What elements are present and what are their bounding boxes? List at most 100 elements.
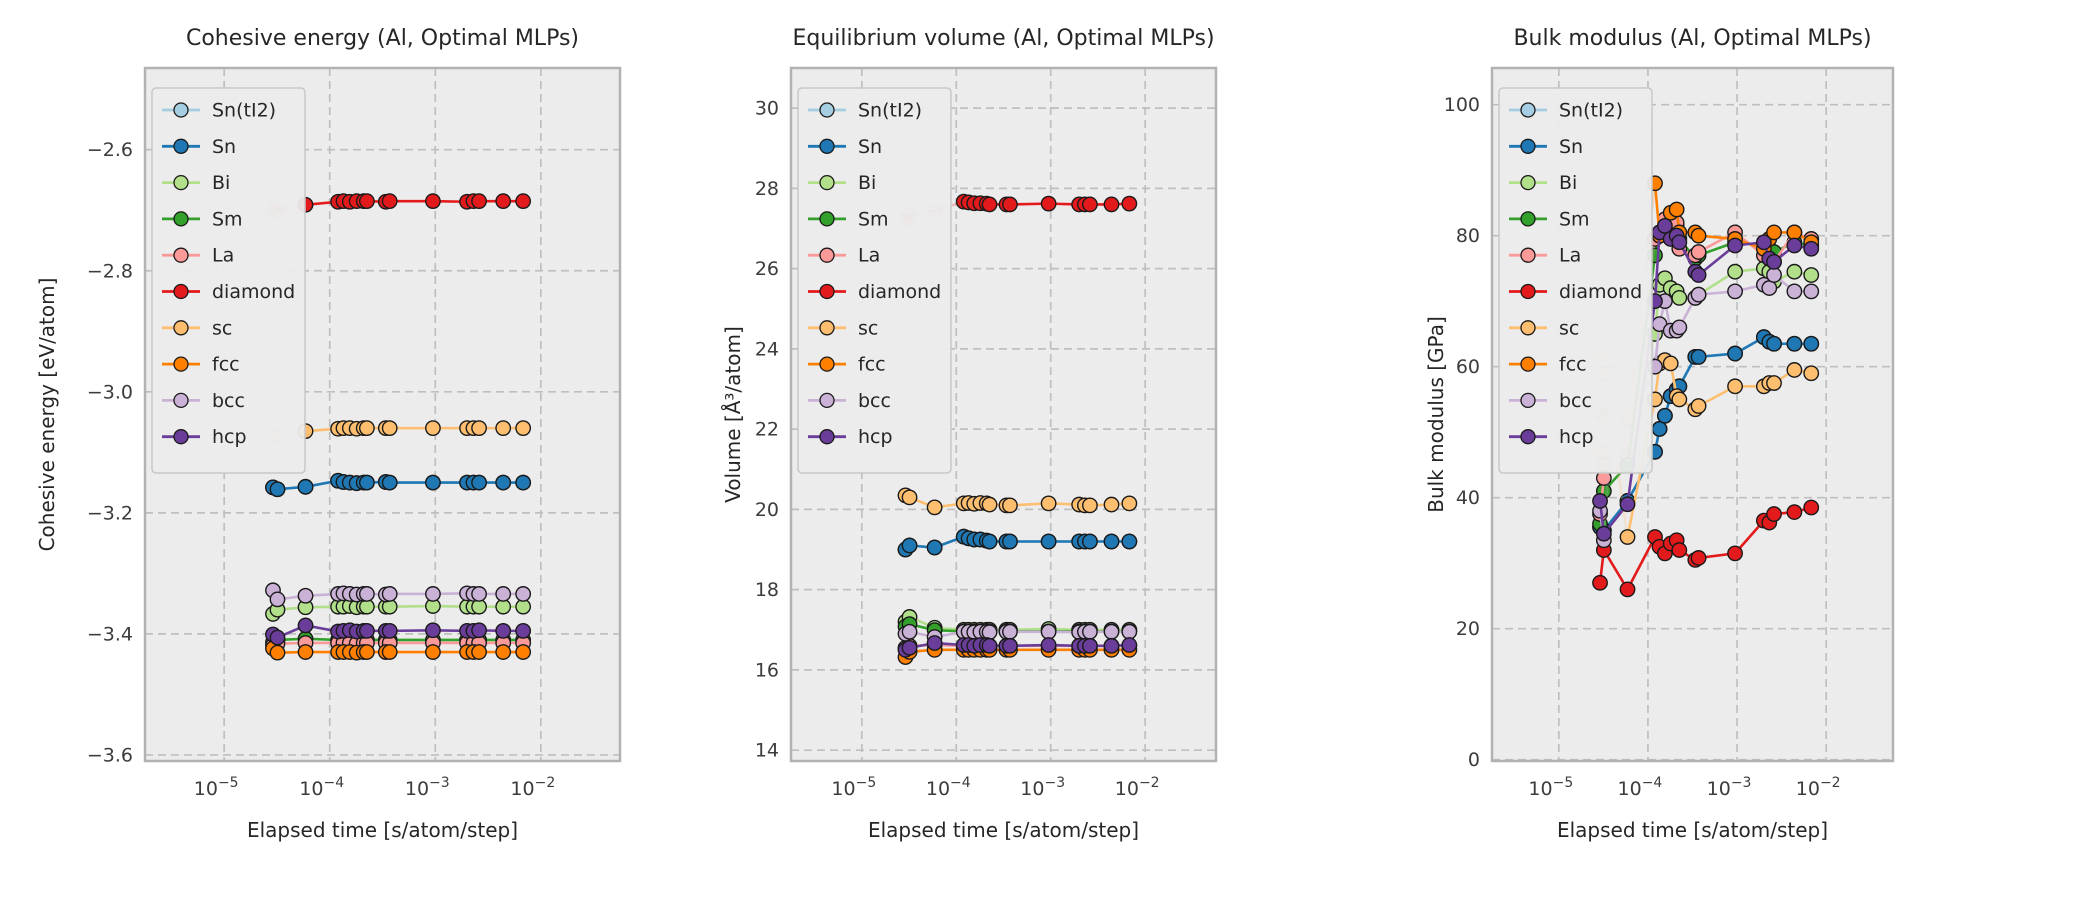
data-point-fcc — [381, 644, 398, 660]
data-point-sc — [425, 420, 441, 437]
data-point-bcc — [981, 624, 998, 641]
data-point-bcc — [1121, 623, 1138, 640]
data-point-diamond — [1727, 545, 1743, 562]
data-point-hcp — [1786, 237, 1803, 254]
data-point-sc — [1786, 362, 1803, 378]
legend-marker-icon — [819, 392, 835, 409]
data-point-sc — [901, 489, 918, 506]
legend-marker-icon — [819, 429, 835, 445]
legend-marker-icon — [173, 429, 189, 445]
data-point-diamond — [1786, 504, 1803, 520]
legend-label: Sn(tI2) — [1559, 100, 1623, 122]
legend-item-Sn: Sn — [1509, 136, 1583, 158]
x-tick-label: 10−5 — [1528, 775, 1573, 800]
data-point-fcc — [358, 644, 375, 660]
chart-title: Cohesive energy (Al, Optimal MLPs) — [186, 26, 579, 51]
data-point-Sn — [297, 478, 314, 495]
legend-item-La: La — [808, 245, 880, 267]
chart-title: Equilibrium volume (Al, Optimal MLPs) — [792, 26, 1214, 51]
y-tick-label: 28 — [755, 178, 779, 200]
legend-marker-icon — [1520, 247, 1536, 263]
legend-label: Sn — [858, 136, 882, 158]
data-point-bcc — [1690, 286, 1707, 303]
x-tick-label: 10−3 — [405, 775, 450, 800]
legend-label: bcc — [1559, 390, 1592, 412]
data-point-sc — [1803, 365, 1820, 382]
data-point-bcc — [1040, 623, 1057, 640]
data-point-Sn — [1657, 407, 1673, 424]
legend-marker-icon — [1520, 211, 1536, 227]
data-point-sc — [1662, 355, 1679, 372]
legend-marker-icon — [173, 102, 189, 118]
data-point-hcp — [1766, 253, 1782, 270]
data-point-diamond — [515, 193, 532, 210]
legend-item-Sn: Sn — [808, 136, 882, 158]
data-point-sc — [1671, 391, 1688, 408]
data-point-bcc — [471, 586, 487, 602]
legend-marker-icon — [173, 392, 189, 409]
y-axis-label: Cohesive energy [eV/atom] — [35, 278, 59, 552]
legend-item-Sm: Sm — [162, 208, 243, 230]
data-point-Sn — [425, 474, 441, 491]
legend-item-hcp: hcp — [162, 426, 247, 448]
legend-marker-icon — [819, 247, 835, 263]
y-tick-label: 14 — [755, 740, 779, 762]
data-point-sc — [1002, 497, 1018, 514]
data-point-hcp — [1040, 637, 1057, 653]
legend-item-Sn: Sn — [162, 136, 236, 158]
x-tick-label: 10−4 — [1618, 775, 1663, 800]
data-point-fcc — [1766, 224, 1782, 241]
legend-marker-icon — [819, 138, 835, 154]
data-point-Bi — [1786, 263, 1803, 280]
data-point-Sn — [1103, 533, 1120, 550]
data-point-hcp — [1121, 637, 1138, 653]
legend-marker-icon — [819, 102, 835, 118]
legend-label: sc — [858, 317, 878, 339]
data-point-Sn — [471, 474, 487, 491]
y-tick-label: 80 — [1456, 225, 1480, 247]
y-tick-label: 100 — [1444, 94, 1480, 116]
data-point-Sn — [1040, 533, 1057, 550]
data-point-sc — [358, 420, 375, 437]
y-tick-label: 26 — [755, 258, 779, 280]
data-point-fcc — [1786, 224, 1803, 241]
series-bcc — [897, 623, 1138, 645]
legend-label: Sn(tI2) — [212, 100, 276, 122]
legend-label: hcp — [858, 426, 893, 448]
data-point-hcp — [381, 622, 398, 639]
series-hcp — [265, 617, 532, 646]
data-point-bcc — [1803, 283, 1820, 300]
data-point-diamond — [471, 193, 487, 210]
data-point-fcc — [1668, 201, 1685, 218]
legend-marker-icon — [173, 320, 189, 336]
y-tick-label: 30 — [755, 98, 779, 120]
data-point-Sn — [901, 537, 918, 554]
legend-label: Sm — [858, 208, 889, 230]
legend-item-diamond: diamond — [1509, 281, 1642, 303]
data-point-diamond — [1803, 499, 1820, 516]
data-point-Sn — [1727, 345, 1743, 362]
chart-title: Bulk modulus (Al, Optimal MLPs) — [1513, 26, 1871, 51]
data-point-fcc — [1690, 227, 1707, 244]
legend-marker-icon — [1520, 138, 1536, 154]
data-point-diamond — [1103, 196, 1120, 213]
legend-label: sc — [212, 317, 232, 339]
legend-box — [797, 87, 952, 474]
data-point-bcc — [515, 586, 532, 602]
data-point-diamond — [1671, 542, 1688, 558]
legend-marker-icon — [819, 283, 835, 300]
data-point-bcc — [297, 587, 314, 604]
x-tick-label: 10−4 — [926, 775, 971, 800]
y-tick-label: −3.0 — [87, 381, 133, 403]
y-tick-label: 20 — [755, 499, 779, 521]
data-point-sc — [1082, 497, 1098, 514]
legend-marker-icon — [173, 174, 189, 191]
legend-item-Sn(tI2): Sn(tI2) — [808, 100, 922, 122]
data-point-diamond — [1121, 195, 1138, 212]
legend-label: Sn — [212, 136, 236, 158]
series-Sn — [265, 472, 532, 498]
legend-label: Bi — [212, 172, 230, 194]
data-point-hcp — [1690, 267, 1707, 283]
data-point-Sn — [1082, 533, 1098, 550]
